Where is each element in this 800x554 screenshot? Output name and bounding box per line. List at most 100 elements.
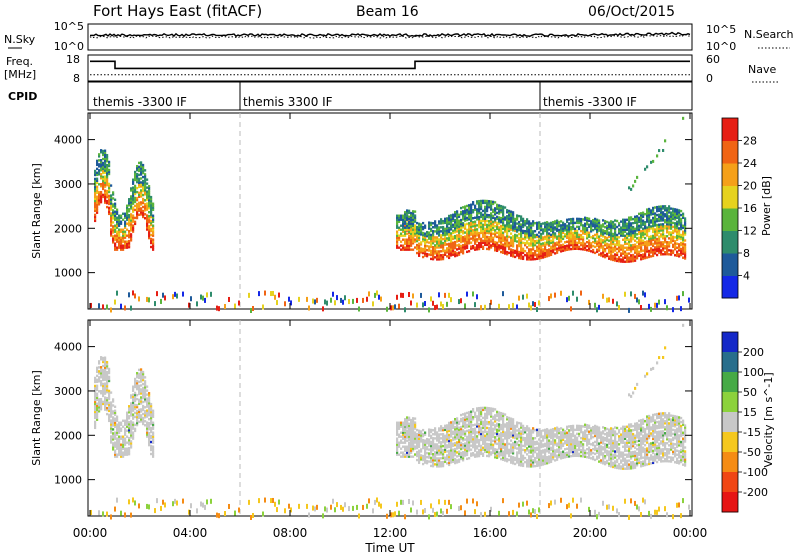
velocity-cell bbox=[480, 448, 483, 452]
power-cell bbox=[446, 223, 449, 226]
velocity-cell bbox=[98, 366, 101, 369]
velocity-cell bbox=[136, 421, 139, 425]
power-cell bbox=[640, 224, 643, 227]
power-cell bbox=[410, 232, 413, 235]
power-cell bbox=[634, 239, 637, 242]
power-cell bbox=[646, 214, 649, 217]
power-cell bbox=[650, 243, 653, 246]
power-cell bbox=[98, 183, 101, 186]
power-cell bbox=[476, 232, 479, 235]
velocity-cell bbox=[478, 424, 481, 428]
power-cell bbox=[596, 240, 599, 243]
power-cell bbox=[460, 234, 463, 238]
power-cell bbox=[654, 224, 657, 227]
velocity-cell bbox=[508, 432, 511, 436]
velocity-cell bbox=[498, 443, 501, 446]
power-cell bbox=[488, 245, 491, 249]
velocity-cell bbox=[94, 416, 97, 420]
power-cell bbox=[444, 219, 447, 223]
power-cell bbox=[470, 211, 473, 214]
power-cell bbox=[152, 240, 155, 243]
power-cell bbox=[490, 220, 493, 223]
power-cell bbox=[406, 240, 409, 243]
power-cell bbox=[148, 236, 151, 240]
power-cell bbox=[660, 211, 663, 214]
power-cell bbox=[500, 232, 503, 236]
velocity-cell bbox=[416, 444, 419, 448]
power-cell bbox=[438, 254, 441, 257]
power-cell bbox=[568, 230, 571, 233]
power-cell bbox=[664, 219, 667, 222]
power-cell bbox=[528, 244, 531, 247]
power-cell bbox=[574, 229, 577, 233]
velocity-cell bbox=[426, 441, 429, 445]
power-cell bbox=[152, 246, 155, 249]
velocity-cell bbox=[140, 410, 143, 413]
power-cell bbox=[566, 226, 569, 230]
power-cell bbox=[140, 161, 143, 164]
power-cell bbox=[678, 211, 681, 214]
power-cell bbox=[618, 222, 621, 225]
velocity-cell bbox=[104, 368, 107, 371]
velocity-cell bbox=[96, 384, 99, 388]
velocity-cell bbox=[132, 423, 135, 426]
power-cell bbox=[458, 235, 461, 238]
power-cell bbox=[108, 186, 111, 190]
velocity-cell bbox=[156, 498, 158, 504]
power-cell bbox=[586, 221, 589, 224]
power-cell bbox=[450, 236, 453, 239]
power-cell bbox=[598, 239, 601, 242]
power-cell bbox=[570, 306, 572, 312]
velocity-cell bbox=[402, 429, 405, 432]
power-cell bbox=[678, 215, 681, 218]
power-cell bbox=[486, 231, 489, 235]
velocity-cell bbox=[412, 433, 415, 436]
power-cell bbox=[502, 231, 505, 234]
power-cell bbox=[448, 214, 451, 218]
velocity-cell bbox=[436, 433, 439, 436]
power-cell bbox=[126, 208, 129, 211]
velocity-cell bbox=[418, 431, 421, 435]
power-cell bbox=[654, 218, 657, 221]
power-cell bbox=[606, 238, 609, 242]
velocity-cell bbox=[398, 443, 401, 446]
power-cell bbox=[438, 230, 441, 233]
power-cell bbox=[564, 233, 567, 236]
velocity-cell bbox=[112, 424, 115, 427]
velocity-cell bbox=[430, 503, 432, 509]
velocity-cell bbox=[492, 447, 495, 451]
power-cell bbox=[416, 235, 419, 239]
velocity-cell bbox=[444, 436, 447, 440]
power-cell bbox=[438, 232, 441, 235]
velocity-cell bbox=[398, 510, 400, 516]
power-cell bbox=[474, 224, 477, 227]
power-cell bbox=[640, 222, 643, 225]
power-cell bbox=[532, 246, 535, 249]
power-cell bbox=[606, 224, 609, 228]
freq-line bbox=[90, 60, 690, 70]
power-cell bbox=[436, 230, 439, 233]
velocity-cell bbox=[94, 402, 97, 406]
power-cell bbox=[526, 258, 529, 261]
power-cell bbox=[448, 248, 451, 252]
power-cell bbox=[466, 246, 469, 250]
velocity-cell bbox=[116, 437, 119, 440]
velocity-cell bbox=[510, 431, 513, 434]
power-cell bbox=[466, 238, 469, 242]
power-cell bbox=[142, 187, 145, 191]
velocity-cell bbox=[110, 401, 113, 404]
power-cell bbox=[106, 171, 109, 175]
velocity-cell bbox=[94, 386, 97, 390]
velocity-cell bbox=[434, 453, 437, 456]
velocity-cell bbox=[450, 443, 453, 446]
velocity-cell bbox=[400, 447, 403, 450]
power-cell bbox=[398, 236, 401, 239]
velocity-cell bbox=[420, 438, 423, 441]
velocity-cell bbox=[474, 411, 477, 414]
velocity-cell bbox=[432, 456, 435, 460]
power-cell bbox=[638, 220, 641, 224]
power-cell bbox=[650, 227, 653, 230]
power-cell bbox=[152, 202, 155, 205]
power-cell bbox=[532, 238, 535, 241]
velocity-cell bbox=[476, 439, 479, 442]
